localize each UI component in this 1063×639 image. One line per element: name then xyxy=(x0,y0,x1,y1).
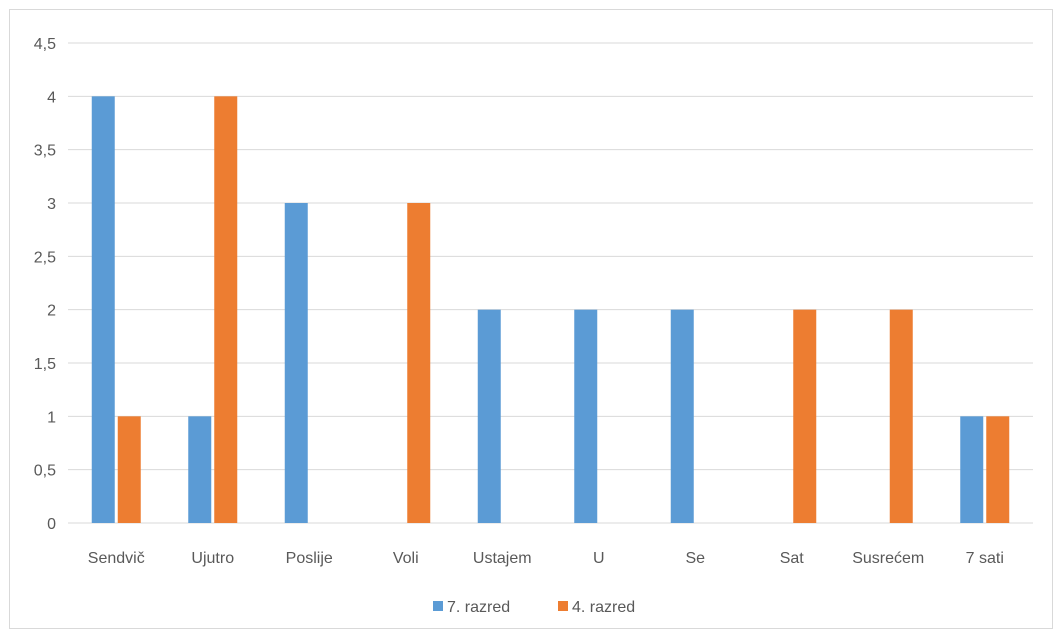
bar-series2 xyxy=(889,309,913,523)
y-tick-label: 0,5 xyxy=(34,463,56,480)
bar-series1 xyxy=(960,416,984,523)
legend-label: 4. razred xyxy=(572,599,635,616)
x-category-label: Sat xyxy=(780,550,805,567)
legend-label: 7. razred xyxy=(447,599,510,616)
bar-series2 xyxy=(407,203,431,523)
bars xyxy=(91,96,1010,523)
bar-series2 xyxy=(117,416,141,523)
bar-series2 xyxy=(214,96,238,523)
y-tick-label: 3,5 xyxy=(34,143,56,160)
bar-series1 xyxy=(284,203,308,523)
bar-series2 xyxy=(986,416,1010,523)
chart-frame xyxy=(9,9,1053,629)
bar-series1 xyxy=(670,309,694,523)
y-tick-label: 4,5 xyxy=(34,36,56,53)
y-tick-label: 1 xyxy=(47,409,56,426)
x-category-label: Se xyxy=(685,550,705,567)
bar-series2 xyxy=(793,309,817,523)
x-category-label: Voli xyxy=(393,550,419,567)
x-category-label: Ujutro xyxy=(191,550,234,567)
bar-series1 xyxy=(188,416,212,523)
x-axis-categories: Sendvič Ujutro Poslije Voli Ustajem U Se Sat Sus… xyxy=(88,550,1004,567)
x-category-label: 7 sati xyxy=(966,550,1004,567)
x-category-label: U xyxy=(593,550,605,567)
y-axis-ticks: 0 0,5 1 1,5 2 2,5 3 3,5 4 4,5 xyxy=(34,36,56,533)
x-category-label: Susrećem xyxy=(852,550,924,567)
y-tick-label: 1,5 xyxy=(34,356,56,373)
x-category-label: Poslije xyxy=(286,550,333,567)
x-category-label: Ustajem xyxy=(473,550,532,567)
legend-swatch xyxy=(433,601,443,611)
y-tick-label: 3 xyxy=(47,196,56,213)
bar-series1 xyxy=(91,96,115,523)
y-tick-label: 0 xyxy=(47,516,56,533)
gridlines xyxy=(68,42,1033,524)
legend: 7. razred 4. razred xyxy=(433,599,635,616)
x-category-label: Sendvič xyxy=(88,550,145,567)
bar-series1 xyxy=(477,309,501,523)
legend-swatch xyxy=(558,601,568,611)
y-tick-label: 2,5 xyxy=(34,249,56,266)
bar-series1 xyxy=(574,309,598,523)
y-tick-label: 4 xyxy=(47,89,56,106)
y-tick-label: 2 xyxy=(47,303,56,320)
